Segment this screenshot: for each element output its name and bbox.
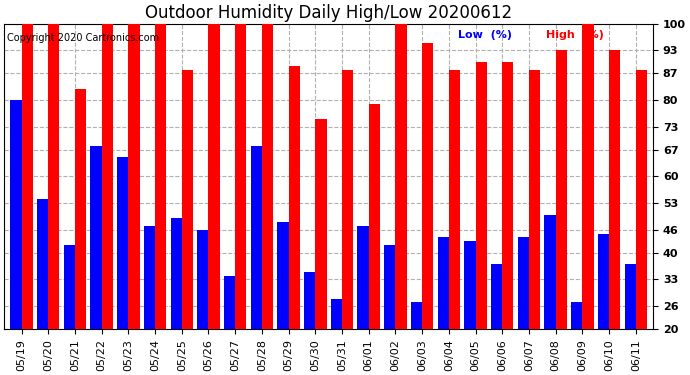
Bar — [128, 24, 139, 329]
Bar — [529, 69, 540, 329]
Bar — [357, 226, 368, 329]
Bar — [475, 62, 486, 329]
Bar — [448, 69, 460, 329]
Bar — [331, 298, 342, 329]
Bar — [235, 24, 246, 329]
Bar — [262, 24, 273, 329]
Bar — [635, 69, 647, 329]
Bar — [315, 119, 326, 329]
Bar — [598, 234, 609, 329]
Bar — [464, 241, 475, 329]
Bar — [181, 69, 193, 329]
Bar — [555, 51, 567, 329]
Bar — [101, 24, 113, 329]
Bar — [48, 24, 59, 329]
Text: Low  (%): Low (%) — [458, 30, 513, 40]
Bar — [304, 272, 315, 329]
Bar — [10, 100, 21, 329]
Bar — [21, 24, 32, 329]
Bar — [288, 66, 299, 329]
Text: High  (%): High (%) — [546, 30, 604, 40]
Bar — [37, 200, 48, 329]
Bar — [502, 62, 513, 329]
Text: Copyright 2020 Cartronics.com: Copyright 2020 Cartronics.com — [8, 33, 159, 43]
Bar — [422, 43, 433, 329]
Bar — [571, 302, 582, 329]
Bar — [395, 24, 406, 329]
Bar — [117, 158, 128, 329]
Bar — [437, 237, 448, 329]
Bar — [624, 264, 635, 329]
Bar — [491, 264, 502, 329]
Bar — [155, 24, 166, 329]
Bar — [368, 104, 380, 329]
Bar — [342, 69, 353, 329]
Bar — [224, 276, 235, 329]
Bar — [544, 214, 555, 329]
Bar — [582, 24, 593, 329]
Bar — [75, 88, 86, 329]
Bar — [609, 51, 620, 329]
Bar — [170, 218, 181, 329]
Bar — [90, 146, 101, 329]
Bar — [63, 245, 75, 329]
Bar — [144, 226, 155, 329]
Bar — [250, 146, 262, 329]
Bar — [197, 230, 208, 329]
Title: Outdoor Humidity Daily High/Low 20200612: Outdoor Humidity Daily High/Low 20200612 — [145, 4, 512, 22]
Bar — [384, 245, 395, 329]
Bar — [277, 222, 288, 329]
Bar — [208, 24, 219, 329]
Bar — [411, 302, 422, 329]
Bar — [518, 237, 529, 329]
